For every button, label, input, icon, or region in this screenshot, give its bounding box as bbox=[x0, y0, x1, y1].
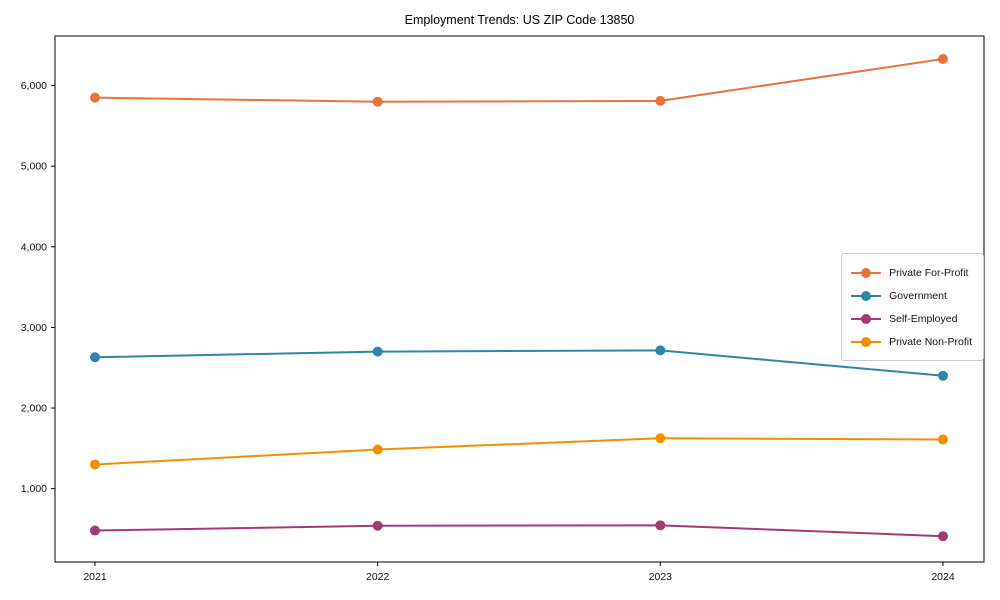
data-point bbox=[655, 433, 666, 444]
y-tick-label: 5,000 bbox=[21, 161, 47, 173]
data-point bbox=[90, 459, 100, 470]
legend-label: Private For-Profit bbox=[889, 266, 969, 279]
legend-label: Self-Employed bbox=[889, 312, 958, 325]
y-tick-label: 3,000 bbox=[21, 322, 47, 334]
chart-title: Employment Trends: US ZIP Code 13850 bbox=[404, 13, 635, 27]
x-tick-label: 2024 bbox=[931, 571, 955, 583]
y-tick-label: 6,000 bbox=[21, 80, 47, 92]
data-point bbox=[90, 352, 100, 363]
legend-label: Private Non-Profit bbox=[889, 335, 972, 348]
y-tick-label: 2,000 bbox=[21, 403, 47, 415]
x-tick-label: 2021 bbox=[83, 571, 107, 583]
x-tick-label: 2022 bbox=[366, 571, 390, 583]
legend-entry: Government bbox=[851, 284, 972, 307]
legend-entry: Self-Employed bbox=[851, 307, 972, 330]
data-point bbox=[372, 96, 383, 107]
legend-entry: Private Non-Profit bbox=[851, 330, 972, 353]
legend-marker-icon bbox=[851, 290, 882, 301]
data-point bbox=[655, 520, 666, 531]
series-line bbox=[94, 437, 944, 466]
data-point bbox=[372, 444, 383, 455]
x-tick-label: 2023 bbox=[649, 571, 673, 583]
legend-marker-icon bbox=[851, 336, 882, 347]
data-point bbox=[938, 53, 948, 64]
legend-marker-icon bbox=[851, 313, 882, 324]
data-point bbox=[90, 92, 100, 103]
data-point bbox=[655, 95, 666, 106]
legend-entry: Private For-Profit bbox=[851, 261, 972, 284]
y-tick-label: 1,000 bbox=[21, 483, 47, 495]
legend-marker-icon bbox=[851, 267, 882, 278]
data-point bbox=[938, 531, 948, 542]
y-tick-label: 4,000 bbox=[21, 241, 47, 253]
data-point bbox=[938, 434, 948, 445]
data-point bbox=[372, 346, 383, 357]
series-line bbox=[94, 57, 944, 103]
series-line bbox=[94, 349, 944, 377]
legend-label: Government bbox=[889, 289, 947, 302]
series-line bbox=[94, 524, 944, 538]
data-point bbox=[938, 370, 948, 381]
data-point bbox=[655, 345, 666, 356]
plot-frame bbox=[54, 35, 985, 563]
data-point bbox=[372, 520, 383, 531]
legend: Private For-Profit Government Self-Employe… bbox=[841, 253, 984, 361]
data-point bbox=[90, 525, 100, 536]
